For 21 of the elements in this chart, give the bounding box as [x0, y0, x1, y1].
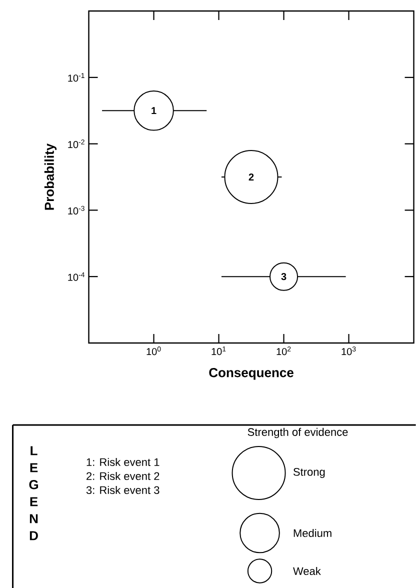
legend-label: Strong: [294, 468, 325, 478]
y-tick-label: 10$^{-4}$: [68, 272, 85, 281]
annotation: 2: [248, 174, 254, 181]
legend-label: Medium: [294, 528, 332, 538]
annotation: 3: [281, 273, 286, 280]
x-tick-label: 10$^{1}$: [212, 346, 226, 356]
text: LEGEND: [29, 446, 38, 540]
legend-title: Strength of evidence: [248, 428, 348, 438]
x-tick-label: 10$^{2}$: [276, 346, 291, 356]
x-axis-title: Consequence: [209, 368, 294, 380]
text: 2: Risk event 2: [86, 472, 160, 480]
y-tick-label: 10$^{-1}$: [68, 73, 85, 82]
y-tick-label: 10$^{-3}$: [68, 206, 85, 215]
annotation: 1: [152, 107, 156, 114]
x-tick-label: 10$^{3}$: [342, 346, 356, 356]
x-tick-label: 10$^{0}$: [146, 346, 161, 356]
y-tick-label: 10$^{-2}$: [68, 140, 85, 148]
text: 1: Risk event 1: [86, 458, 160, 466]
text: 3: Risk event 3: [86, 486, 160, 494]
y-axis-title: Probability: [44, 143, 57, 210]
legend-label: Weak: [293, 566, 322, 576]
